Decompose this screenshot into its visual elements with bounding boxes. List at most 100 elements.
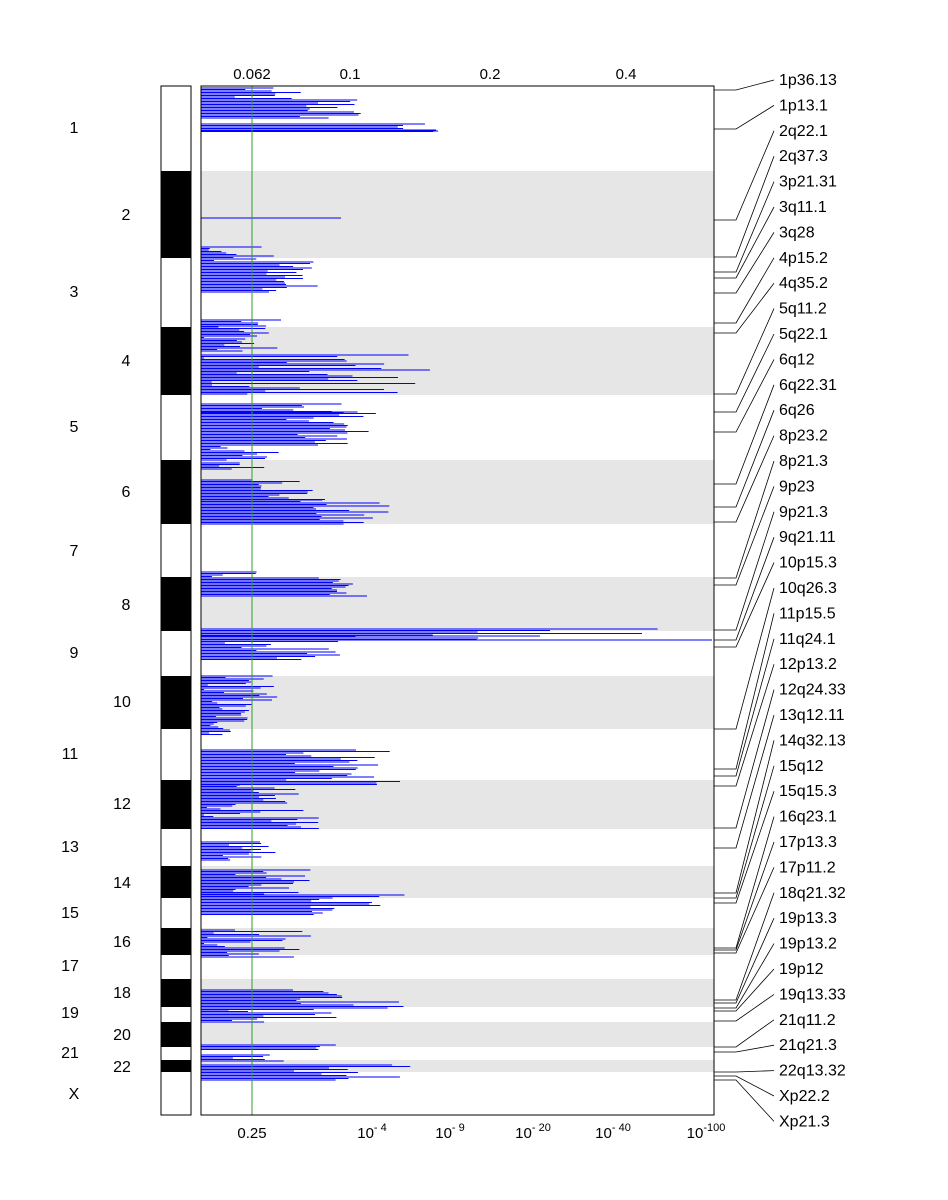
cytoband-label: 6q22.31: [779, 377, 837, 394]
cytoband-leader-line: [714, 181, 775, 273]
cytoband-leader-line: [714, 1075, 775, 1097]
bottom-tick-label: 10- 40: [595, 1122, 631, 1142]
band-shade-chr-12: [201, 780, 714, 829]
cytoband-leader-line: [714, 206, 775, 279]
cytoband-label: 19q13.33: [779, 986, 846, 1003]
cytoband-leader-line: [714, 613, 775, 770]
ideogram-block-chr-2: [161, 171, 191, 258]
cytoband-leader-line: [714, 1044, 775, 1053]
chromosome-label: 13: [61, 839, 79, 856]
ideogram-frame: [160, 85, 192, 1116]
cytoband-label: 12p13.2: [779, 656, 837, 673]
bottom-tick-label: 10- 20: [515, 1122, 551, 1142]
cytoband-label: 8p23.2: [779, 428, 828, 445]
chromosome-label: 10: [113, 694, 131, 711]
cytoband-label: 11p15.5: [779, 605, 836, 622]
chromosome-label: 7: [70, 543, 79, 560]
chromosome-label: 9: [70, 645, 79, 662]
cytoband-leader-line: [714, 460, 775, 579]
significance-trace-line: [201, 87, 712, 1081]
chromosome-label: 12: [113, 796, 131, 813]
top-tick-label: 0.1: [340, 66, 361, 83]
top-tick-label: 0.4: [616, 66, 637, 83]
chromosome-label: 14: [113, 875, 131, 892]
cytoband-label: 11q24.1: [779, 631, 836, 648]
cytoband-leader-line: [714, 740, 775, 894]
cytoband-leader-line: [714, 384, 775, 485]
chromosome-label: 11: [62, 746, 79, 763]
cytoband-label: 16q23.1: [779, 809, 837, 826]
ideogram: [161, 171, 191, 1072]
cytoband-label: 19p12: [779, 961, 824, 978]
cytoband-label: 17p13.3: [779, 834, 837, 851]
chromosome-label: 19: [61, 1005, 79, 1022]
cytoband-leader-line: [714, 156, 775, 258]
cytoband-label: 2q22.1: [779, 123, 828, 140]
bottom-axis: 0.25 10- 4 10- 9 10- 20 10- 40 10-100: [237, 1122, 725, 1142]
cytoband-label: 22q13.32: [779, 1063, 846, 1080]
cytoband-label: 1p13.1: [779, 97, 828, 114]
ideogram-block-chr-12: [161, 780, 191, 829]
chromosome-label: 21: [61, 1045, 79, 1062]
cytoband-label: 6q26: [779, 402, 815, 419]
cytoband-labels: 1p36.13 1p13.1 2q22.1 2q37.3 3p21.31 3q11.1 3q…: [714, 72, 846, 1130]
cytoband-leader-line: [714, 333, 775, 413]
cytoband-leader-line: [714, 867, 775, 954]
cytoband-label: 4p15.2: [779, 250, 828, 267]
cytoband-label: 1p36.13: [779, 72, 837, 89]
bottom-tick-label: 0.25: [237, 1125, 266, 1142]
cytoband-leader-line: [714, 587, 775, 730]
cytoband-leader-line: [714, 410, 775, 508]
cytoband-label: 13q12.11: [779, 707, 845, 724]
cytoband-label: 15q12: [779, 758, 824, 775]
cytoband-leader-line: [714, 994, 775, 1022]
ideogram-block-chr-10: [161, 676, 191, 729]
chromosome-label: 16: [113, 934, 131, 951]
ideogram-block-chr-4: [161, 327, 191, 395]
cytoband-leader-line: [714, 943, 775, 1009]
cytoband-label: 19p13.2: [779, 936, 837, 953]
cytoband-leader-line: [714, 664, 775, 787]
chromosome-label: 22: [113, 1059, 131, 1076]
ideogram-block-chr-20: [161, 1022, 191, 1047]
bottom-tick-label: 10- 9: [435, 1122, 465, 1142]
band-shading: [201, 171, 714, 1072]
cytoband-label: 6q12: [779, 351, 815, 368]
cytoband-leader-line: [714, 689, 775, 829]
cytoband-leader-line: [714, 511, 775, 631]
cytoband-leader-line: [714, 562, 775, 648]
chromosome-label: 8: [122, 597, 131, 614]
cytoband-leader-line: [714, 435, 775, 523]
cytoband-leader-line: [714, 791, 775, 904]
cytoband-leader-line: [714, 918, 775, 1004]
cytoband-label: 8p21.3: [779, 453, 828, 470]
cytoband-label: 9p23: [779, 478, 815, 495]
chromosome-label: 17: [61, 958, 79, 975]
cytoband-label: 18q21.32: [779, 885, 846, 902]
cytoband-label: 9p21.3: [779, 504, 828, 521]
cytoband-label: 15q15.3: [779, 783, 837, 800]
chromosome-label: 2: [122, 207, 131, 224]
cytoband-label: 9q21.11: [779, 529, 836, 546]
cytoband-label: 12q24.33: [779, 682, 846, 699]
cytoband-leader-line: [714, 714, 775, 849]
ideogram-block-chr-18: [161, 979, 191, 1007]
cytoband-label: 10p15.3: [779, 555, 837, 572]
cytoband-label: 5q11.2: [779, 301, 827, 318]
cytoband-leader-line: [714, 359, 775, 433]
cytoband-leader-line: [714, 282, 775, 334]
chromosome-label: 18: [113, 985, 131, 1002]
cytoband-label: Xp21.3: [779, 1113, 830, 1130]
cytoband-leader-line: [714, 79, 775, 91]
cytoband-label: 14q32.13: [779, 732, 846, 749]
cytoband-leader-line: [714, 1070, 775, 1073]
cytoband-label: 10q26.3: [779, 580, 837, 597]
significance-trace: [201, 87, 712, 1081]
cytoband-label: 17p11.2: [779, 859, 836, 876]
band-shade-chr-20: [201, 1022, 714, 1047]
cytoband-label: 3q28: [779, 224, 815, 241]
cytoband-leader-line: [714, 638, 775, 777]
chromosome-label: 15: [61, 905, 79, 922]
cytoband-label: 3q11.1: [779, 199, 827, 216]
